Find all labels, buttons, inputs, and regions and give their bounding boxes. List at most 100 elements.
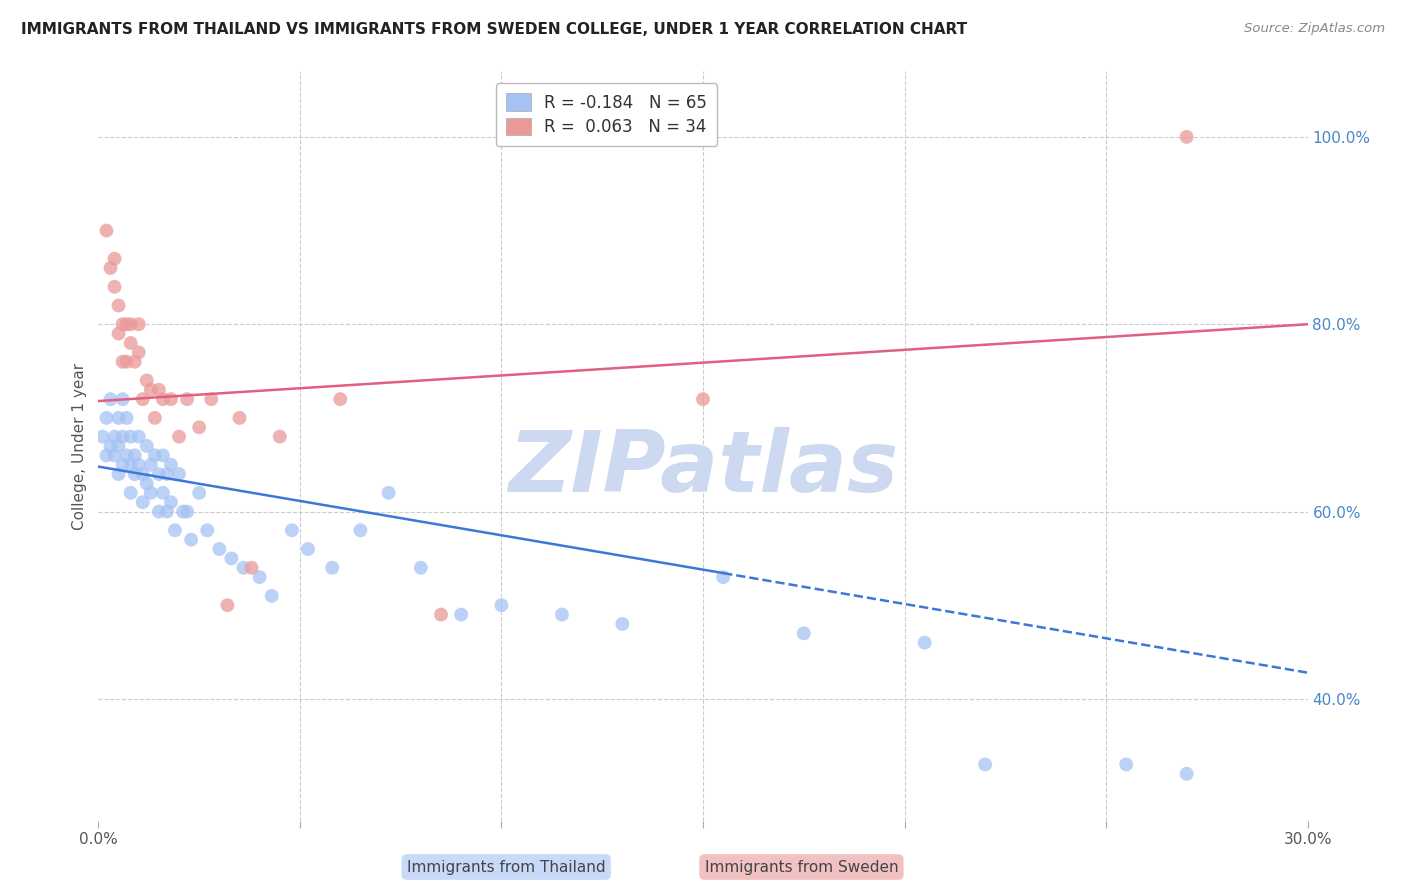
Point <box>120 336 142 351</box>
Point <box>200 392 222 407</box>
Point <box>269 430 291 444</box>
Point <box>135 374 157 388</box>
Point <box>107 411 129 425</box>
Point <box>100 392 122 407</box>
Point <box>107 326 129 341</box>
Point <box>96 411 118 425</box>
Point <box>377 486 399 500</box>
Point <box>208 542 231 557</box>
Point <box>111 430 134 444</box>
Point <box>128 345 150 359</box>
Point <box>115 449 138 463</box>
Point <box>124 449 146 463</box>
Point <box>107 439 129 453</box>
Point <box>132 392 155 407</box>
Point <box>188 420 211 434</box>
Point <box>128 430 150 444</box>
Point <box>103 280 125 294</box>
Point <box>135 476 157 491</box>
Point <box>120 486 142 500</box>
Point <box>139 383 162 397</box>
Text: Source: ZipAtlas.com: Source: ZipAtlas.com <box>1244 22 1385 36</box>
Point <box>115 355 138 369</box>
Point <box>148 383 170 397</box>
Point <box>96 224 118 238</box>
Point <box>148 467 170 482</box>
Legend: R = -0.184   N = 65, R =  0.063   N = 34: R = -0.184 N = 65, R = 0.063 N = 34 <box>496 84 717 146</box>
Point <box>160 458 183 472</box>
Point <box>152 449 174 463</box>
Point <box>152 392 174 407</box>
Point <box>551 607 574 622</box>
Point <box>107 467 129 482</box>
Point <box>612 617 634 632</box>
Point <box>349 524 371 538</box>
Point <box>128 318 150 332</box>
Point <box>124 355 146 369</box>
Point <box>160 392 183 407</box>
Point <box>160 495 183 509</box>
Text: IMMIGRANTS FROM THAILAND VS IMMIGRANTS FROM SWEDEN COLLEGE, UNDER 1 YEAR CORRELA: IMMIGRANTS FROM THAILAND VS IMMIGRANTS F… <box>21 22 967 37</box>
Point <box>152 486 174 500</box>
Point <box>163 524 186 538</box>
Point <box>103 430 125 444</box>
Point <box>221 551 243 566</box>
Point <box>132 467 155 482</box>
Point <box>115 411 138 425</box>
Text: ZIPatlas: ZIPatlas <box>508 427 898 510</box>
Point <box>107 299 129 313</box>
Point <box>139 486 162 500</box>
Point <box>91 430 114 444</box>
Point <box>240 561 263 575</box>
Point <box>115 318 138 332</box>
Point <box>914 636 936 650</box>
Point <box>1115 757 1137 772</box>
Point <box>156 467 179 482</box>
Point <box>297 542 319 557</box>
Point <box>450 607 472 622</box>
Point <box>167 430 190 444</box>
Point <box>217 599 239 613</box>
Point <box>120 318 142 332</box>
Point <box>329 392 352 407</box>
Point <box>135 439 157 453</box>
Point <box>176 505 198 519</box>
Point <box>409 561 432 575</box>
Point <box>974 757 997 772</box>
Point <box>491 599 513 613</box>
Point <box>711 570 734 584</box>
Point <box>139 458 162 472</box>
Point <box>120 458 142 472</box>
Point <box>188 486 211 500</box>
Point <box>156 505 179 519</box>
Point <box>111 458 134 472</box>
Point <box>111 392 134 407</box>
Y-axis label: College, Under 1 year: College, Under 1 year <box>72 362 87 530</box>
Point <box>100 261 122 276</box>
Point <box>180 533 202 547</box>
Point <box>143 449 166 463</box>
Point <box>176 392 198 407</box>
Point <box>124 467 146 482</box>
Point <box>111 355 134 369</box>
Point <box>128 458 150 472</box>
Point <box>172 505 194 519</box>
Point <box>321 561 343 575</box>
Point <box>260 589 283 603</box>
Text: Immigrants from Thailand: Immigrants from Thailand <box>406 860 606 874</box>
Point <box>111 318 134 332</box>
Point <box>143 411 166 425</box>
Point <box>96 449 118 463</box>
Point <box>430 607 453 622</box>
Point <box>793 626 815 640</box>
Point <box>692 392 714 407</box>
Point <box>195 524 218 538</box>
Point <box>132 495 155 509</box>
Point <box>103 449 125 463</box>
Point <box>228 411 250 425</box>
Point <box>148 505 170 519</box>
Point <box>100 439 122 453</box>
Point <box>232 561 254 575</box>
Text: Immigrants from Sweden: Immigrants from Sweden <box>704 860 898 874</box>
Point <box>1175 130 1198 145</box>
